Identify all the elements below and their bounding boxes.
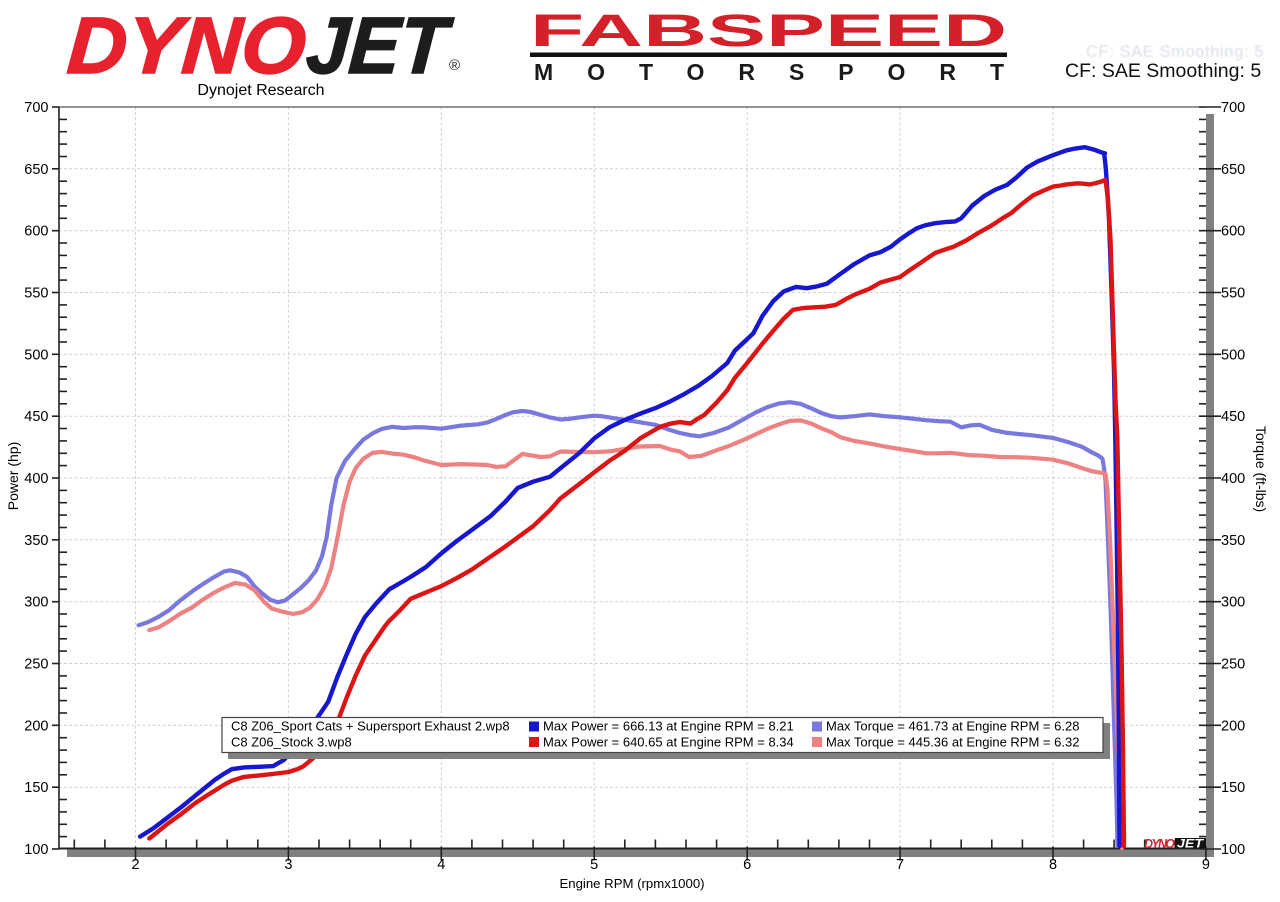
svg-text:9: 9: [1202, 857, 1210, 873]
svg-text:600: 600: [1221, 224, 1245, 240]
svg-text:550: 550: [1221, 286, 1245, 302]
svg-text:Engine RPM (rpmx1000): Engine RPM (rpmx1000): [559, 876, 704, 891]
svg-text:3: 3: [284, 857, 292, 873]
svg-text:DYNO: DYNO: [65, 0, 309, 90]
svg-text:2: 2: [131, 857, 139, 873]
svg-text:450: 450: [1221, 409, 1245, 425]
svg-text:FABSPEED: FABSPEED: [530, 5, 1007, 56]
svg-text:200: 200: [24, 718, 48, 734]
svg-text:300: 300: [24, 595, 48, 611]
svg-text:5: 5: [590, 857, 598, 873]
svg-text:200: 200: [1221, 718, 1245, 734]
svg-text:Max Torque = 445.36 at Engine: Max Torque = 445.36 at Engine RPM = 6.32: [826, 734, 1079, 749]
svg-text:100: 100: [1221, 842, 1245, 858]
svg-text:700: 700: [1221, 100, 1245, 116]
svg-text:7: 7: [896, 857, 904, 873]
svg-text:C8 Z06_Stock 3.wp8: C8 Z06_Stock 3.wp8: [231, 734, 352, 749]
svg-text:400: 400: [24, 471, 48, 487]
svg-text:150: 150: [24, 780, 48, 796]
svg-text:400: 400: [1221, 471, 1245, 487]
svg-text:250: 250: [1221, 657, 1245, 673]
svg-text:8: 8: [1049, 857, 1057, 873]
svg-text:®: ®: [449, 57, 460, 74]
svg-text:500: 500: [24, 347, 48, 363]
svg-text:500: 500: [1221, 347, 1245, 363]
svg-text:650: 650: [1221, 162, 1245, 178]
svg-text:450: 450: [24, 409, 48, 425]
svg-text:Max Power = 640.65 at Engine R: Max Power = 640.65 at Engine RPM = 8.34: [543, 734, 794, 749]
svg-text:100: 100: [24, 842, 48, 858]
svg-text:600: 600: [24, 224, 48, 240]
svg-text:Max Torque = 461.73 at Engine: Max Torque = 461.73 at Engine RPM = 6.28: [826, 719, 1079, 734]
svg-text:6: 6: [743, 857, 751, 873]
svg-text:Torque (ft-lbs): Torque (ft-lbs): [1253, 426, 1269, 512]
svg-text:350: 350: [24, 533, 48, 549]
svg-text:JET: JET: [304, 0, 456, 90]
svg-text:Max Power = 666.13 at Engine R: Max Power = 666.13 at Engine RPM = 8.21: [543, 719, 794, 734]
svg-text:Dynojet Research: Dynojet Research: [197, 82, 324, 99]
svg-text:JET: JET: [1177, 837, 1205, 851]
svg-text:550: 550: [24, 286, 48, 302]
svg-text:350: 350: [1221, 533, 1245, 549]
svg-text:150: 150: [1221, 780, 1245, 796]
svg-text:4: 4: [437, 857, 445, 873]
svg-text:300: 300: [1221, 595, 1245, 611]
svg-text:250: 250: [24, 657, 48, 673]
svg-text:700: 700: [24, 100, 48, 116]
svg-text:650: 650: [24, 162, 48, 178]
svg-text:C8 Z06_Sport Cats + Supersport: C8 Z06_Sport Cats + Supersport Exhaust 2…: [231, 719, 510, 734]
svg-text:Power (hp): Power (hp): [5, 442, 21, 510]
svg-text:DYNO: DYNO: [1144, 837, 1175, 851]
